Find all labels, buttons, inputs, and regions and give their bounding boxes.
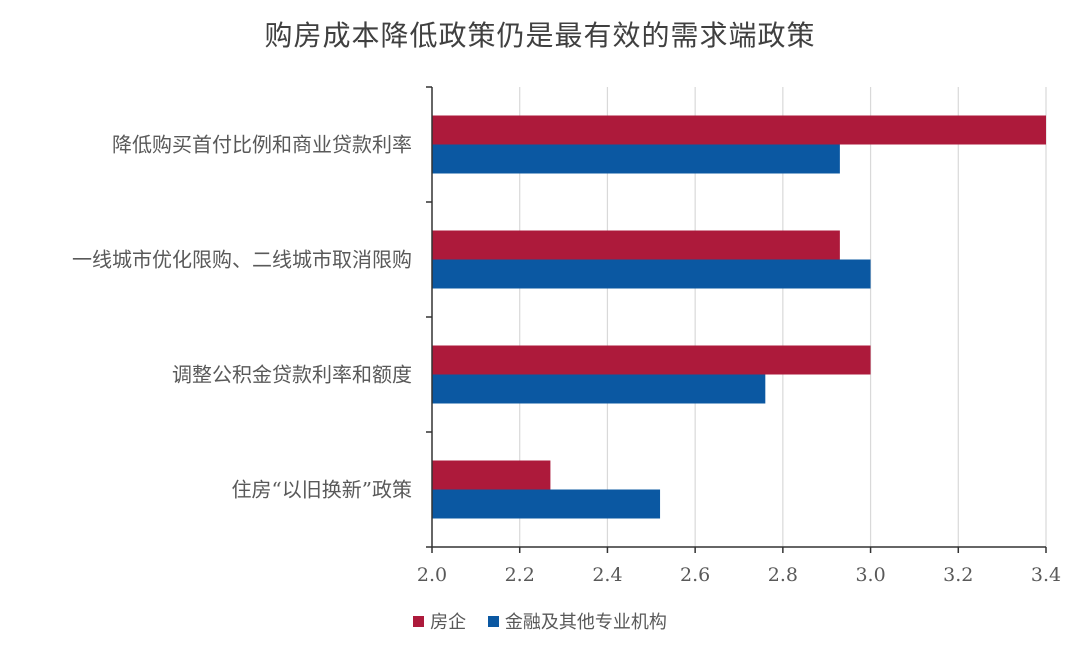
- legend-label: 房企: [430, 612, 467, 633]
- category-label: 住房“以旧换新”政策: [232, 478, 412, 502]
- legend-swatch: [413, 616, 425, 627]
- axes: [426, 86, 1047, 553]
- legend-item-0: 房企: [413, 608, 466, 634]
- bars: [432, 115, 1046, 519]
- bar-1-3: [432, 489, 661, 519]
- bar-1-2: [432, 374, 766, 404]
- bar-chart: 2.0 2.2 2.4 2.6 2.8 3.0 3.2 3.4 降低购买首付比例和商业贷款利率一…: [72, 86, 1061, 587]
- bar-0-0: [432, 115, 1046, 145]
- x-tick-label: 2.4: [592, 564, 622, 586]
- chart-title: 购房成本降低政策仍是最有效的需求端政策: [264, 19, 816, 52]
- x-tick-label: 2.6: [680, 564, 710, 586]
- x-tick-label: 2.8: [768, 564, 798, 586]
- bar-1-0: [432, 144, 840, 174]
- bar-0-2: [432, 345, 871, 375]
- bar-1-1: [432, 259, 871, 289]
- legend-item-1: 金融及其他专业机构: [487, 608, 667, 634]
- legend-swatch: [487, 616, 499, 627]
- legend-label: 金融及其他专业机构: [504, 612, 667, 633]
- bar-0-3: [432, 460, 551, 490]
- x-tick-label: 2.2: [505, 564, 535, 586]
- legend: 房企 金融及其他专业机构: [0, 608, 1080, 634]
- x-tick-label: 2.0: [417, 564, 447, 586]
- x-tick-label: 3.4: [1031, 564, 1061, 586]
- category-label: 一线城市优化限购、二线城市取消限购: [72, 248, 412, 272]
- category-label: 降低购买首付比例和商业贷款利率: [112, 133, 412, 157]
- x-tick-label: 3.2: [943, 564, 973, 586]
- labels: 2.0 2.2 2.4 2.6 2.8 3.0 3.2 3.4 降低购买首付比例和商业贷款利率一…: [72, 133, 1061, 587]
- x-tick-label: 3.0: [855, 564, 885, 586]
- category-label: 调整公积金贷款利率和额度: [172, 363, 412, 387]
- bar-0-1: [432, 230, 840, 260]
